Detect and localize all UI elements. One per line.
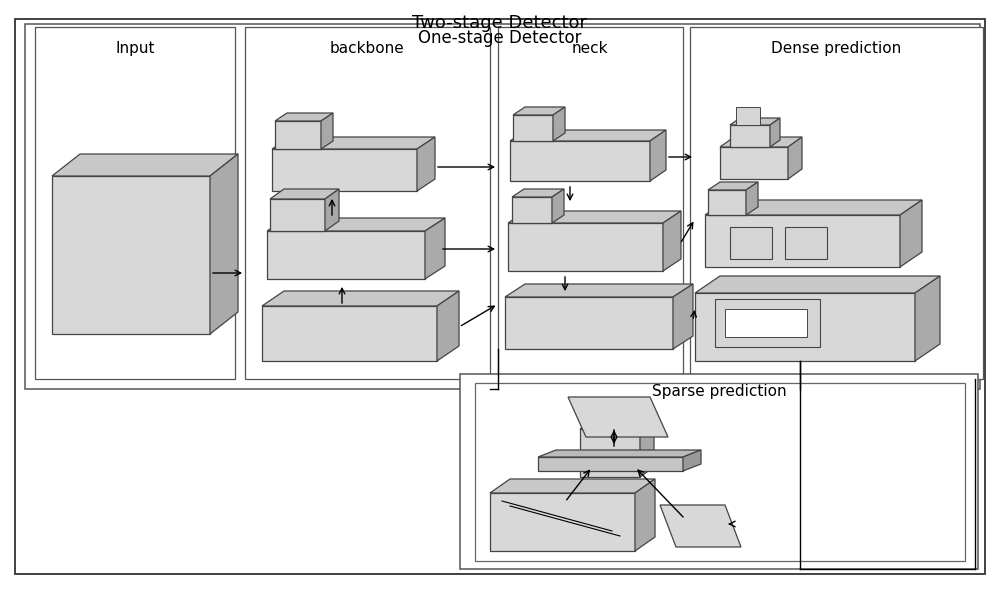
- Bar: [736, 107, 760, 125]
- Polygon shape: [52, 154, 238, 176]
- Bar: [730, 227, 772, 259]
- Polygon shape: [552, 189, 564, 223]
- Bar: [498, 27, 683, 379]
- Polygon shape: [635, 479, 655, 551]
- Polygon shape: [640, 419, 654, 477]
- Bar: [785, 227, 827, 259]
- Polygon shape: [705, 215, 900, 267]
- Polygon shape: [505, 297, 673, 349]
- Polygon shape: [708, 182, 758, 190]
- Polygon shape: [746, 182, 758, 215]
- Polygon shape: [695, 276, 940, 293]
- Polygon shape: [272, 149, 417, 191]
- Polygon shape: [720, 137, 802, 147]
- Polygon shape: [673, 284, 693, 349]
- Bar: [725, 309, 807, 337]
- Text: Two-stage Detector: Two-stage Detector: [413, 14, 588, 32]
- Polygon shape: [267, 231, 425, 279]
- Polygon shape: [52, 176, 210, 334]
- Polygon shape: [210, 154, 238, 334]
- Polygon shape: [538, 450, 701, 457]
- Polygon shape: [730, 118, 780, 125]
- Bar: [35, 27, 235, 379]
- Polygon shape: [508, 223, 663, 271]
- Polygon shape: [900, 200, 922, 267]
- Polygon shape: [770, 118, 780, 147]
- Polygon shape: [262, 306, 437, 361]
- Polygon shape: [660, 505, 741, 547]
- Polygon shape: [505, 284, 693, 297]
- Bar: [245, 27, 490, 379]
- Polygon shape: [490, 479, 655, 493]
- Polygon shape: [510, 130, 666, 141]
- Polygon shape: [513, 115, 553, 141]
- Polygon shape: [580, 419, 654, 429]
- Polygon shape: [788, 137, 802, 179]
- Bar: [25, 24, 980, 389]
- Polygon shape: [490, 493, 635, 551]
- Polygon shape: [510, 141, 650, 181]
- Polygon shape: [275, 113, 333, 121]
- Polygon shape: [270, 189, 339, 199]
- Polygon shape: [720, 147, 788, 179]
- Polygon shape: [270, 199, 325, 231]
- Text: backbone: backbone: [330, 41, 404, 56]
- Polygon shape: [275, 121, 321, 149]
- Polygon shape: [705, 200, 922, 215]
- Polygon shape: [730, 125, 770, 147]
- Bar: [460, 374, 978, 569]
- Text: Dense prediction: Dense prediction: [771, 41, 901, 56]
- Text: Sparse prediction: Sparse prediction: [652, 384, 786, 399]
- Polygon shape: [417, 137, 435, 191]
- Polygon shape: [513, 107, 565, 115]
- Polygon shape: [695, 293, 915, 361]
- Text: neck: neck: [572, 41, 608, 56]
- Polygon shape: [538, 457, 683, 471]
- Polygon shape: [321, 113, 333, 149]
- Polygon shape: [683, 450, 701, 471]
- Bar: [715, 299, 820, 347]
- Polygon shape: [915, 276, 940, 361]
- Polygon shape: [512, 197, 552, 223]
- Polygon shape: [512, 189, 564, 197]
- Polygon shape: [708, 190, 746, 215]
- Polygon shape: [437, 291, 459, 361]
- Text: Input: Input: [115, 41, 155, 56]
- Polygon shape: [508, 211, 681, 223]
- Polygon shape: [650, 130, 666, 181]
- Polygon shape: [553, 107, 565, 141]
- Polygon shape: [272, 137, 435, 149]
- Polygon shape: [267, 218, 445, 231]
- Polygon shape: [663, 211, 681, 271]
- Text: One-stage Detector: One-stage Detector: [418, 29, 582, 47]
- Bar: [475, 383, 965, 561]
- Polygon shape: [425, 218, 445, 279]
- Polygon shape: [325, 189, 339, 231]
- Polygon shape: [580, 429, 640, 477]
- Polygon shape: [568, 397, 668, 437]
- Bar: [690, 27, 983, 379]
- Polygon shape: [262, 291, 459, 306]
